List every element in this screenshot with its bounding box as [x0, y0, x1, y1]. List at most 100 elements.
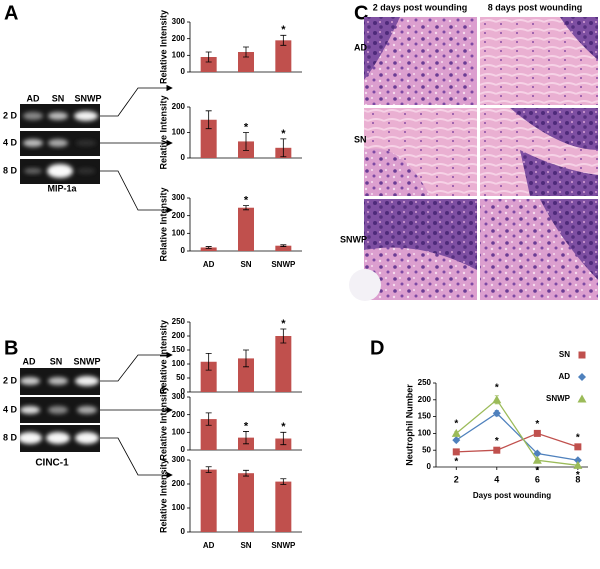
significance-mark: *: [244, 420, 249, 432]
marker: [574, 443, 582, 451]
row-label: 4 D: [3, 137, 18, 147]
marker: [533, 429, 541, 437]
significance-mark: *: [576, 470, 580, 481]
bar: [275, 40, 292, 72]
y-axis-label: Relative Intensity: [158, 459, 168, 533]
error-bar: [205, 246, 212, 249]
y-tick-label: 150: [172, 345, 186, 354]
significance-mark: *: [244, 121, 249, 133]
x-tick-label: 4: [494, 474, 499, 484]
row-label: 2 D: [3, 110, 18, 120]
bar: [200, 419, 217, 450]
y-tick-label: 200: [172, 211, 186, 220]
marker: [578, 351, 586, 359]
y-tick-label: 250: [172, 317, 186, 326]
significance-mark: *: [281, 421, 286, 433]
significance-mark: *: [281, 318, 286, 330]
error-bar: [205, 412, 212, 426]
panel-letter: D: [370, 337, 384, 359]
significance-mark: *: [281, 128, 286, 140]
y-tick-label: 100: [172, 503, 186, 512]
bar: [275, 245, 292, 251]
y-tick-label: 300: [172, 17, 186, 26]
x-tick-label: AD: [203, 541, 215, 550]
marker: [451, 428, 461, 437]
column-header: 2 days post wounding: [373, 2, 468, 12]
bar: [238, 207, 254, 251]
error-bar: [205, 110, 212, 130]
bar: [275, 481, 292, 532]
error-bar: [243, 349, 249, 368]
column-header: 8 days post wounding: [488, 2, 583, 12]
y-axis-label: Relative Intensity: [158, 320, 168, 394]
y-tick-label: 100: [172, 427, 186, 436]
error-bar: [243, 205, 249, 211]
row-label: AD: [354, 42, 367, 52]
row-label: SN: [354, 134, 367, 144]
marker: [573, 460, 583, 469]
x-tick-label: 2: [454, 474, 459, 484]
panel-letter: B: [4, 337, 18, 359]
marker: [578, 373, 586, 381]
error-bar: [280, 478, 287, 485]
y-tick-label: 0: [427, 462, 432, 471]
row-label: 8 D: [3, 432, 18, 442]
error-bar: [205, 352, 212, 371]
x-tick-label: SNWP: [271, 260, 296, 269]
significance-mark: *: [535, 466, 539, 477]
error-bar: [243, 46, 249, 58]
significance-mark: *: [244, 195, 249, 207]
significance-mark: *: [281, 24, 286, 36]
y-tick-label: 300: [172, 193, 186, 202]
marker: [492, 395, 502, 404]
error-bar: [205, 466, 212, 473]
y-tick-label: 100: [172, 128, 186, 137]
y-tick-label: 100: [172, 228, 186, 237]
y-tick-label: 0: [181, 445, 186, 454]
x-tick-label: AD: [203, 260, 215, 269]
error-bar: [243, 132, 249, 151]
y-tick-label: 200: [172, 102, 186, 111]
y-tick-label: 0: [181, 67, 186, 76]
panel-letter: A: [4, 2, 18, 24]
marker: [452, 448, 460, 456]
y-tick-label: 200: [172, 34, 186, 43]
y-axis-label: Relative Intensity: [158, 95, 168, 169]
error-bar: [280, 431, 287, 446]
row-label: 8 D: [3, 165, 18, 175]
y-tick-label: 100: [418, 429, 432, 438]
error-bar: [280, 138, 287, 158]
significance-mark: *: [576, 432, 580, 443]
marker: [573, 456, 582, 465]
x-axis-label: Days post wounding: [473, 491, 551, 500]
x-tick-label: 6: [535, 474, 540, 484]
connectors: [100, 351, 173, 479]
gel-name: MIP-1a: [47, 183, 77, 193]
gel-b: [18, 368, 100, 452]
lane-label: AD: [27, 93, 40, 103]
x-tick-label: 8: [575, 474, 580, 484]
error-bar: [243, 431, 249, 445]
marker: [577, 394, 587, 403]
bar: [200, 247, 217, 251]
error-bar: [280, 244, 287, 247]
y-tick-label: 200: [172, 331, 186, 340]
error-bar: [280, 34, 287, 46]
lane-label: AD: [23, 356, 36, 366]
series-line: [455, 412, 578, 461]
y-tick-label: 150: [418, 412, 432, 421]
error-bar: [280, 328, 287, 344]
row-label: 4 D: [3, 404, 18, 414]
y-tick-label: 100: [172, 50, 186, 59]
error-bar: [205, 51, 212, 63]
marker: [452, 436, 461, 445]
bar: [238, 473, 254, 532]
gel-name: CINC-1: [35, 458, 69, 469]
y-axis-label: Relative Intensity: [158, 386, 168, 460]
y-tick-label: 250: [418, 378, 432, 387]
lane-label: SN: [50, 356, 63, 366]
y-tick-label: 50: [176, 373, 185, 382]
significance-mark: *: [495, 382, 499, 393]
connectors: [100, 84, 173, 214]
series-line: [455, 398, 578, 466]
